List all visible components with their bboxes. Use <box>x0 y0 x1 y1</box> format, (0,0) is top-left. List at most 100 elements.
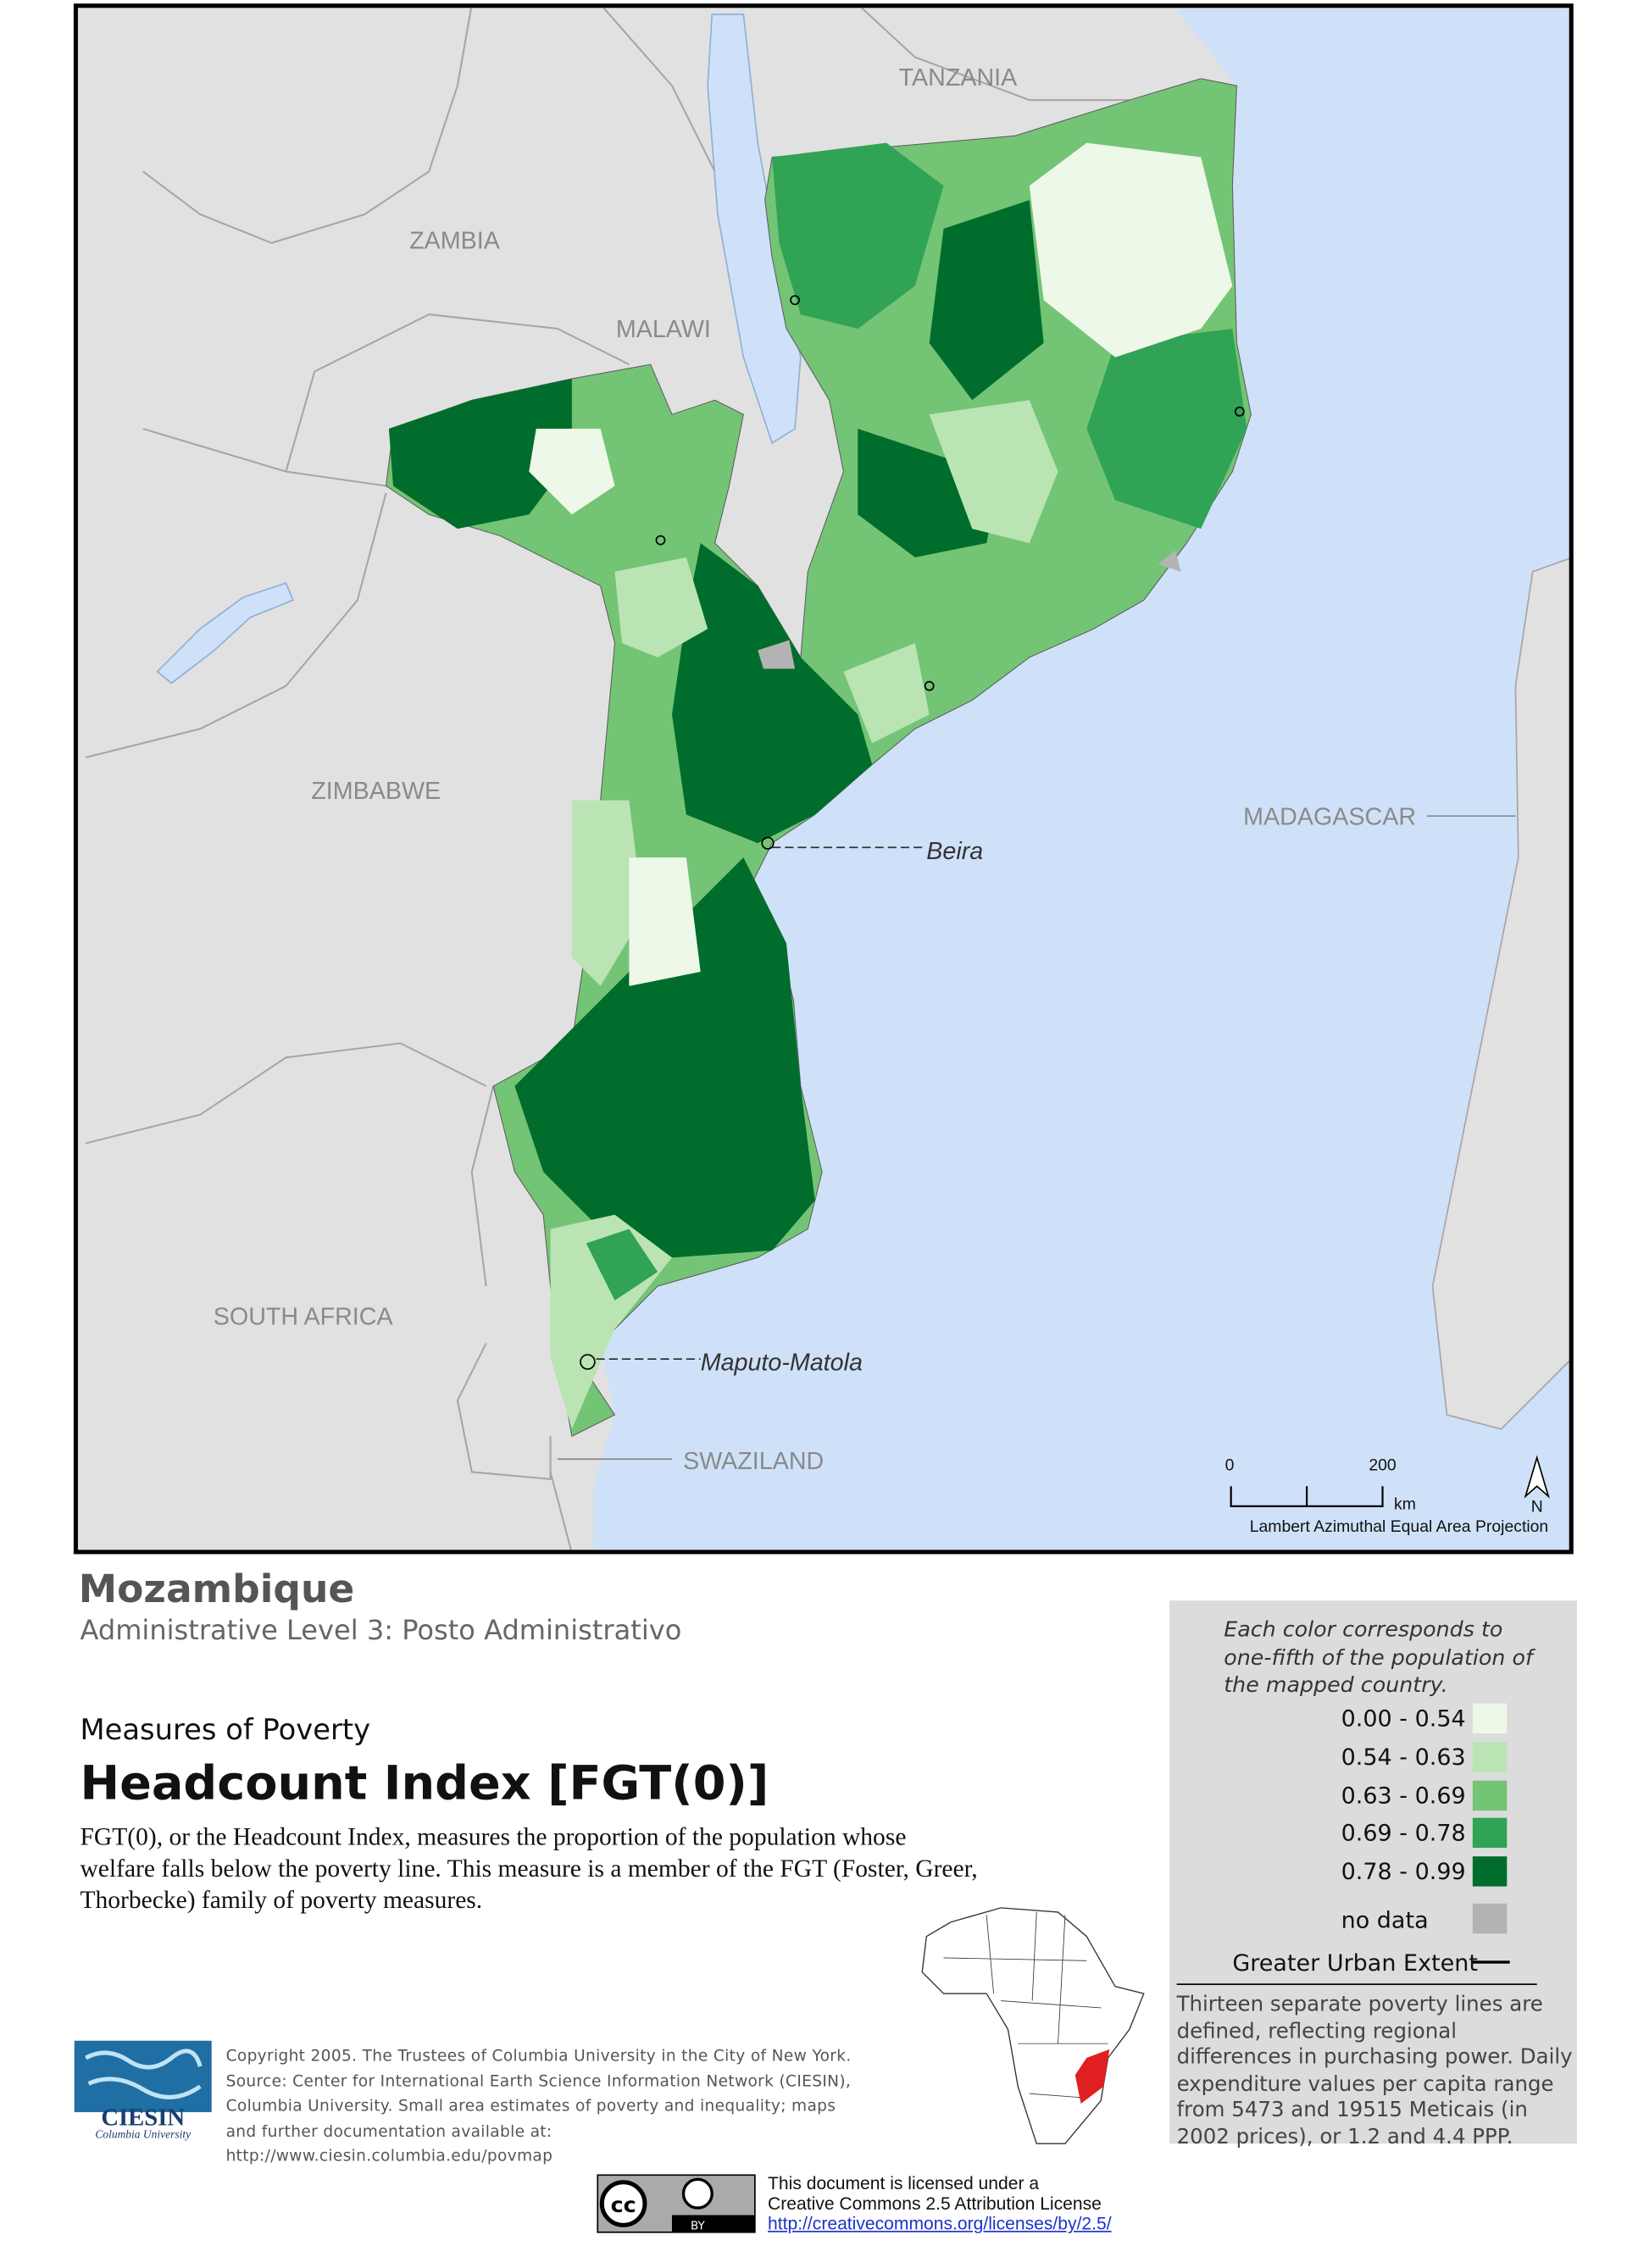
region <box>843 643 930 744</box>
region <box>1029 142 1233 358</box>
region <box>671 542 873 844</box>
map-frame <box>73 3 1574 1555</box>
urban-extent <box>580 1354 596 1370</box>
legend-footnote: Thirteen separate poverty lines are defi… <box>1176 1994 1573 2149</box>
badge-cc-text: cc <box>611 2193 636 2217</box>
legend-swatch <box>1472 1856 1508 1887</box>
legend-note: Each color corresponds to one-fifth of t… <box>1224 1616 1533 1698</box>
admin-level: Administrative Level 3: Posto Administra… <box>80 1615 682 1647</box>
country-label: TANZANIA <box>899 64 1018 91</box>
legend-divider <box>1176 1983 1537 1985</box>
scale-unit: km <box>1394 1494 1416 1513</box>
urban-extent <box>1234 406 1245 417</box>
mozambique <box>386 78 1252 1437</box>
mozambique-inset <box>1074 2049 1110 2104</box>
legend-label: 0.78 - 0.99 <box>1341 1858 1466 1886</box>
border <box>85 5 716 1145</box>
no-data-area <box>758 640 796 669</box>
africa-inset <box>921 1907 1145 2144</box>
scale-label: 0 <box>1225 1456 1235 1475</box>
lake-kariba <box>156 582 294 685</box>
map-body: TANZANIA ZAMBIA MALAWI ZIMBABWE MADAGASC… <box>75 5 1572 1552</box>
region <box>929 400 1058 543</box>
region <box>629 857 701 986</box>
legend-swatch <box>1472 1818 1508 1849</box>
no-data-area <box>1158 550 1181 572</box>
urban-extent <box>790 295 800 306</box>
license-line: Creative Commons 2.5 Attribution License <box>768 2193 1102 2214</box>
logo-waves <box>85 2049 203 2099</box>
region <box>772 142 944 329</box>
license: This document is licensed under a Creati… <box>768 2174 1112 2234</box>
urban-symbol <box>1472 1960 1510 1964</box>
region <box>1086 328 1247 530</box>
country-name: Mozambique <box>78 1567 355 1612</box>
legend-swatch <box>1472 1903 1508 1934</box>
legend-row: 0.54 - 0.63 <box>1186 1741 1508 1773</box>
urban-extent <box>924 680 935 691</box>
legend-label: 0.69 - 0.78 <box>1341 1819 1466 1848</box>
country-label: SOUTH AFRICA <box>214 1304 394 1331</box>
region <box>929 200 1044 401</box>
subtitle: Measures of Poverty <box>80 1711 371 1747</box>
border <box>142 5 630 487</box>
north-arrow <box>1524 1455 1550 1499</box>
scale-bar: 0 200 km <box>1225 1456 1416 1514</box>
badge-person <box>681 2177 714 2210</box>
badge-cc <box>599 2180 647 2227</box>
urban-extent <box>761 836 775 850</box>
title: Headcount Index [FGT(0)] <box>80 1755 769 1811</box>
north-label: N <box>1531 1498 1543 1517</box>
region <box>388 379 572 530</box>
badge-by-text: BY <box>691 2219 706 2232</box>
borders <box>85 5 1130 1552</box>
scale-line <box>1230 1486 1384 1507</box>
legend-row: 0.63 - 0.69 <box>1186 1780 1508 1811</box>
legend-label: 0.63 - 0.69 <box>1341 1781 1466 1809</box>
legend-label: 0.54 - 0.63 <box>1341 1743 1466 1771</box>
urban-extents <box>580 295 1245 1370</box>
license-line: This document is licensed under a <box>768 2173 1040 2194</box>
legend-row: 0.00 - 0.54 <box>1186 1703 1508 1735</box>
border <box>456 1085 573 1552</box>
country-label: MADAGASCAR <box>1243 803 1416 830</box>
region <box>529 429 615 515</box>
region <box>614 557 708 657</box>
country-label: ZAMBIA <box>409 228 501 255</box>
city-label: Maputo-Matola <box>701 1350 863 1377</box>
legend-row: 0.69 - 0.78 <box>1186 1818 1508 1849</box>
projection: Lambert Azimuthal Equal Area Projection <box>1250 1517 1549 1536</box>
region <box>514 857 815 1258</box>
ciesin-logo: CIESIN Columbia University <box>74 2040 212 2140</box>
country-label: MALAWI <box>616 316 711 343</box>
legend-swatch <box>1472 1741 1508 1772</box>
africa <box>921 1907 1145 2144</box>
inset-borders <box>943 1911 1108 2099</box>
logo-text: CIESIN <box>101 2104 185 2131</box>
madagascar <box>1431 557 1572 1430</box>
credits: Copyright 2005. The Trustees of Columbia… <box>225 2046 852 2165</box>
region <box>586 1228 658 1300</box>
legend-swatch <box>1472 1780 1508 1811</box>
scale-label: 200 <box>1369 1456 1397 1475</box>
cc-badge: cc BY <box>597 2174 756 2233</box>
legend-box <box>1169 1600 1577 2144</box>
region <box>571 800 644 986</box>
border <box>858 5 1130 102</box>
logo-subtext: Columbia University <box>95 2127 191 2140</box>
badge-strip <box>671 2215 755 2232</box>
legend-row: 0.78 - 0.99 <box>1186 1856 1508 1888</box>
legend-label: 0.00 - 0.54 <box>1341 1705 1466 1733</box>
legend-swatch <box>1472 1703 1508 1734</box>
city-label: Beira <box>926 838 983 865</box>
legend-label: no data <box>1341 1906 1429 1934</box>
urban-extent <box>655 535 666 546</box>
country-label: ZIMBABWE <box>311 778 441 805</box>
country-label: SWAZILAND <box>683 1448 824 1475</box>
license-link[interactable]: http://creativecommons.org/licenses/by/2… <box>768 2213 1112 2234</box>
legend-label: Greater Urban Extent <box>1232 1949 1478 1977</box>
region <box>858 429 1002 557</box>
ocean <box>593 5 1572 1552</box>
